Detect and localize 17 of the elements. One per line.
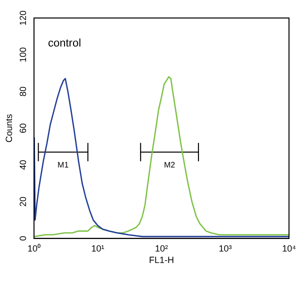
x-tick-label: 10² bbox=[154, 243, 168, 254]
annotation: control bbox=[48, 38, 82, 50]
x-axis-title: FL1-H bbox=[148, 255, 174, 266]
y-tick-label: 120 bbox=[18, 10, 28, 26]
x-tick-label: 10³ bbox=[218, 243, 232, 254]
y-tick-label: 40 bbox=[18, 160, 28, 170]
y-tick-label: 20 bbox=[18, 196, 28, 207]
y-tick-label: 0 bbox=[18, 236, 28, 241]
y-tick-label: 100 bbox=[18, 47, 28, 62]
x-tick-label: 10⁴ bbox=[282, 243, 296, 254]
x-tick-label: 10⁰ bbox=[27, 243, 41, 254]
y-tick-label: 80 bbox=[18, 86, 28, 96]
annotation: M2 bbox=[164, 160, 176, 170]
annotation: M1 bbox=[58, 160, 70, 170]
x-tick-label: 10¹ bbox=[91, 243, 104, 254]
y-axis-title: Counts bbox=[4, 113, 14, 142]
y-tick-label: 60 bbox=[18, 123, 28, 134]
